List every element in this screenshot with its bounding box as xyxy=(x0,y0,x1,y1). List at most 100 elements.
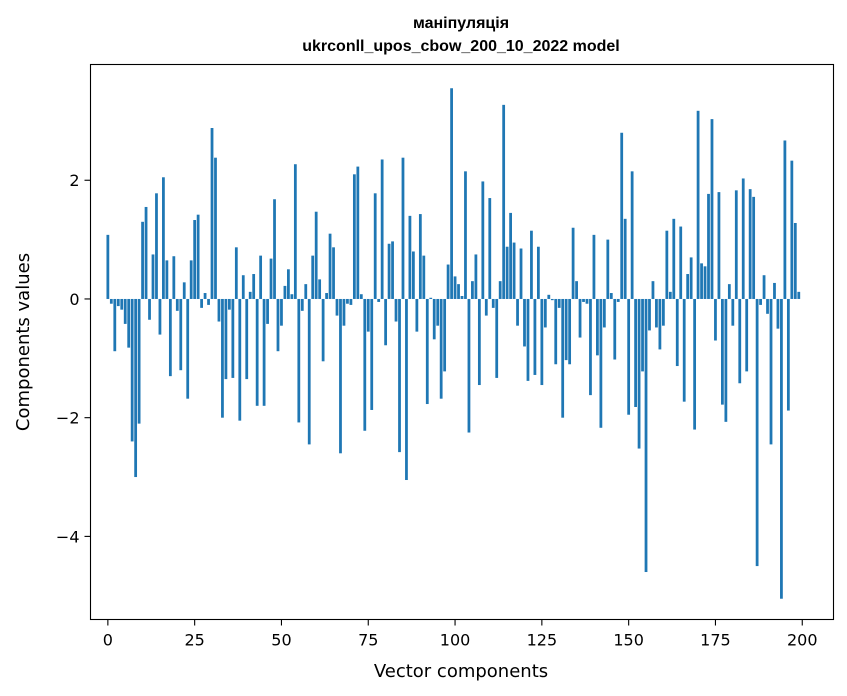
bar-60 xyxy=(314,211,318,299)
bar-110 xyxy=(488,198,492,299)
bar-99 xyxy=(450,88,453,299)
bar-198 xyxy=(793,222,797,299)
bar-103 xyxy=(464,171,467,299)
bar-69 xyxy=(346,298,349,304)
bar-161 xyxy=(665,230,669,299)
bar-71 xyxy=(352,174,356,299)
bar-116 xyxy=(509,212,512,299)
bar-159 xyxy=(658,298,662,350)
y-tick-label: 2 xyxy=(69,171,79,190)
bar-22 xyxy=(182,282,186,299)
chart-title: маніпуляція xyxy=(413,15,509,32)
bar-137 xyxy=(582,298,585,302)
bar-199 xyxy=(797,291,801,299)
bar-123 xyxy=(533,298,537,375)
bar-37 xyxy=(234,247,238,299)
bar-121 xyxy=(526,298,530,381)
bar-74 xyxy=(363,298,367,431)
bar-94 xyxy=(432,298,436,340)
bar-133 xyxy=(568,298,572,365)
bar-119 xyxy=(519,248,523,299)
bar-176 xyxy=(717,192,721,299)
bar-91 xyxy=(422,255,426,299)
bar-88 xyxy=(412,251,415,299)
bar-84 xyxy=(398,298,401,453)
bar-29 xyxy=(207,298,210,305)
x-tick-label: 150 xyxy=(613,631,644,650)
bar-96 xyxy=(439,298,443,399)
bar-173 xyxy=(707,193,710,299)
bar-56 xyxy=(300,298,304,311)
bar-135 xyxy=(575,281,578,299)
y-tick-label: −4 xyxy=(56,527,80,546)
bar-156 xyxy=(648,298,651,331)
bar-70 xyxy=(349,298,353,305)
x-tick-label: 125 xyxy=(527,631,558,650)
bar-126 xyxy=(543,298,547,328)
bar-172 xyxy=(703,266,707,299)
bar-80 xyxy=(384,298,388,346)
bar-8 xyxy=(134,298,138,478)
bar-5 xyxy=(123,298,127,324)
bar-43 xyxy=(255,298,259,406)
bar-189 xyxy=(762,275,766,299)
bar-18 xyxy=(168,298,172,377)
x-axis-ticks: 0 25 50 75 100 125 150 175 200 xyxy=(103,619,818,650)
bar-44 xyxy=(259,255,263,299)
bar-49 xyxy=(276,298,280,352)
bar-107 xyxy=(477,298,481,386)
bar-6 xyxy=(127,298,131,348)
bar-3 xyxy=(116,298,120,307)
bar-36 xyxy=(231,298,235,378)
bar-193 xyxy=(776,298,780,329)
bar-75 xyxy=(366,298,370,332)
bar-150 xyxy=(627,298,631,415)
bar-132 xyxy=(564,298,568,361)
bar-46 xyxy=(266,298,269,324)
y-tick-label: 0 xyxy=(69,290,79,309)
bar-145 xyxy=(609,293,613,299)
bar-191 xyxy=(769,298,773,445)
bar-21 xyxy=(179,298,183,371)
bar-158 xyxy=(655,298,658,328)
bar-7 xyxy=(130,298,134,442)
bar-151 xyxy=(630,171,634,299)
bar-127 xyxy=(547,294,551,299)
bar-0 xyxy=(106,234,110,299)
bar-168 xyxy=(689,257,693,299)
bar-33 xyxy=(221,298,224,418)
bar-147 xyxy=(616,298,620,302)
bar-142 xyxy=(599,298,603,428)
bar-165 xyxy=(679,226,683,299)
bar-85 xyxy=(401,157,405,299)
bar-19 xyxy=(172,256,176,299)
bar-13 xyxy=(151,254,155,299)
bar-185 xyxy=(748,189,752,299)
bar-182 xyxy=(738,298,742,384)
bar-54 xyxy=(293,164,297,299)
bar-134 xyxy=(571,227,575,299)
bar-23 xyxy=(186,298,190,399)
bar-183 xyxy=(741,178,745,299)
x-tick-label: 175 xyxy=(700,631,731,650)
y-axis-ticks: −4 −2 0 2 xyxy=(56,171,91,546)
bar-17 xyxy=(165,260,169,299)
bar-113 xyxy=(498,281,502,299)
bar-180 xyxy=(731,298,735,326)
bar-108 xyxy=(481,181,485,299)
bar-32 xyxy=(217,298,221,322)
bar-47 xyxy=(269,258,273,299)
bar-131 xyxy=(561,298,565,418)
bar-160 xyxy=(661,298,665,326)
chart-subtitle: ukrconll_upos_cbow_200_10_2022 model xyxy=(302,38,619,55)
bar-68 xyxy=(342,298,346,326)
bar-184 xyxy=(745,298,749,372)
bar-81 xyxy=(387,243,391,299)
bar-59 xyxy=(311,255,315,299)
bar-57 xyxy=(304,284,308,299)
bar-38 xyxy=(238,298,242,421)
bar-141 xyxy=(596,298,599,356)
x-tick-label: 200 xyxy=(787,631,818,650)
bar-195 xyxy=(783,140,787,299)
bar-164 xyxy=(675,298,679,367)
